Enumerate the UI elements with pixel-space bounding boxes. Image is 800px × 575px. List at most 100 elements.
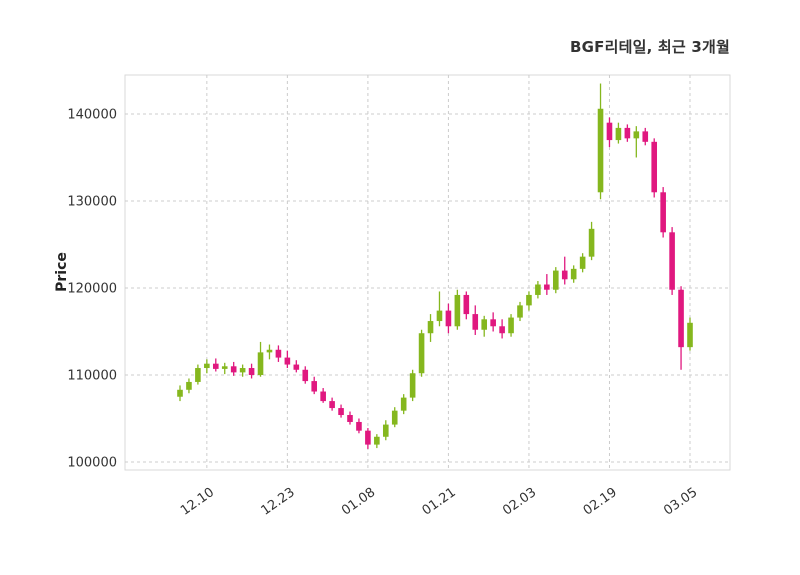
candlestick [257, 341, 264, 377]
candlestick [427, 314, 434, 342]
candle-body [454, 294, 461, 327]
candlestick [669, 227, 675, 295]
candlestick [186, 378, 192, 394]
candle-body [633, 131, 640, 139]
candlestick [624, 124, 631, 142]
candle-body [660, 192, 666, 233]
candle-body [347, 415, 353, 422]
candle-body [615, 127, 622, 141]
candle-body [517, 305, 523, 318]
candlestick [204, 359, 210, 374]
candlestick [651, 138, 658, 198]
candle-body [356, 421, 362, 431]
candlestick [311, 376, 318, 395]
candle-body [436, 310, 443, 322]
candlestick [382, 420, 389, 441]
candlestick [302, 366, 309, 384]
candlestick [481, 315, 488, 337]
candle-body [409, 373, 416, 398]
x-tick-label: 01.21 [420, 485, 459, 519]
candlestick [642, 127, 649, 146]
x-tick-label: 01.08 [339, 485, 378, 519]
candle-body [195, 368, 201, 382]
candle-body [320, 391, 326, 402]
candle-body [391, 410, 398, 425]
x-tick-label: 12.23 [259, 485, 298, 519]
candlestick [391, 407, 398, 428]
candlestick [570, 265, 577, 283]
candlestick [463, 291, 470, 320]
candlestick [687, 317, 693, 351]
candlestick [606, 117, 613, 148]
candle-body [642, 131, 649, 142]
candlestick [356, 418, 362, 434]
candle-body [221, 366, 228, 369]
candlestick [561, 256, 568, 285]
x-tick-label: 02.03 [500, 485, 539, 519]
candlestick [230, 361, 237, 376]
candle-body [311, 381, 318, 392]
y-tick-label: 140000 [67, 107, 117, 122]
candle-body [669, 232, 675, 290]
candle-body [687, 322, 693, 348]
candle-body [490, 319, 496, 327]
y-axis-label: Price [54, 252, 70, 292]
candlestick [293, 360, 300, 373]
candlestick [552, 267, 559, 294]
candlestick [490, 312, 496, 332]
candle-body [186, 381, 192, 390]
chart-title: BGF리테일, 최근 3개월 [570, 38, 730, 56]
candlestick [275, 345, 282, 362]
candle-body [535, 284, 541, 295]
candlestick [615, 122, 622, 144]
candle-body [597, 108, 604, 193]
candle-body [499, 326, 505, 334]
candlestick [400, 394, 407, 415]
candlestick [195, 364, 201, 385]
candle-body [177, 389, 183, 397]
candlestick [374, 434, 380, 449]
candle-body [293, 364, 300, 370]
x-tick-label: 03.05 [661, 485, 700, 519]
candlestick [535, 281, 541, 299]
candlestick [248, 363, 255, 379]
candle-body [445, 310, 452, 327]
candlestick [284, 350, 291, 369]
candle-body [508, 317, 514, 334]
candle-body [230, 366, 237, 373]
candlestick [508, 314, 514, 337]
candle-body [329, 401, 335, 409]
candle-body [418, 333, 425, 374]
candlestick [266, 344, 273, 360]
x-tick-label: 12.10 [178, 485, 217, 519]
candlestick [221, 362, 228, 375]
candle-body [266, 349, 273, 353]
candlestick [329, 397, 335, 411]
candle-body [257, 352, 264, 375]
candle-body [374, 436, 380, 445]
candlestick [418, 329, 425, 377]
candle-body [588, 228, 595, 257]
candlestick [409, 369, 416, 402]
y-tick-label: 120000 [67, 281, 117, 296]
candlestick [660, 187, 666, 238]
candle-body [472, 314, 479, 330]
candle-body [302, 369, 309, 382]
candlestick [526, 291, 532, 311]
candle-body [463, 294, 470, 315]
candle-body [552, 270, 559, 290]
candle-body [248, 368, 255, 375]
candlestick [338, 404, 344, 418]
candle-body [212, 363, 219, 369]
candle-body [338, 408, 344, 416]
candle-body [284, 357, 291, 365]
candle-body [204, 363, 210, 369]
candlestick [320, 388, 326, 403]
candle-body [544, 284, 550, 290]
candlestick [517, 301, 523, 322]
candle-body [427, 321, 434, 334]
candlestick [472, 305, 479, 335]
candlestick [678, 286, 684, 370]
candle-body [481, 319, 488, 330]
